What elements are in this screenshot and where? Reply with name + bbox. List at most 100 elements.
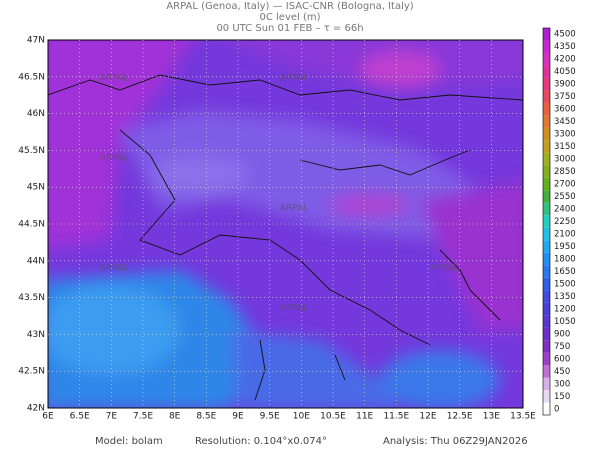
- watermark: ARPAL: [280, 304, 308, 314]
- lat-label: 47N: [27, 36, 45, 46]
- watermark: ARPAL: [280, 204, 308, 214]
- colorbar-swatch: [543, 402, 550, 415]
- lat-label: 44N: [27, 256, 45, 266]
- colorbar-label: 2400: [554, 205, 576, 215]
- lon-label: 13E: [483, 412, 500, 422]
- colorbar-swatch: [543, 177, 550, 191]
- colorbar-label: 4050: [554, 67, 576, 77]
- lat-label: 46N: [27, 109, 45, 119]
- colorbar-swatch: [543, 127, 550, 141]
- header-line: 0C level (m): [259, 12, 320, 23]
- colorbar-label: 4350: [554, 42, 576, 52]
- colorbar-swatch: [543, 65, 550, 78]
- colorbar-swatch: [543, 340, 550, 353]
- colorbar-label: 2100: [554, 229, 576, 239]
- colorbar-swatch: [543, 77, 550, 91]
- colorbar-swatch: [543, 40, 550, 53]
- lat-label: 43.5N: [18, 293, 45, 303]
- colorbar-swatch: [543, 90, 550, 103]
- colorbar-swatch: [543, 315, 550, 328]
- colorbar-swatch: [543, 327, 550, 341]
- colorbar-label: 1200: [554, 304, 576, 314]
- lon-label: 7E: [106, 412, 118, 422]
- watermark: ARPAL: [100, 74, 128, 84]
- lon-label: 10E: [293, 412, 310, 422]
- lat-label: 42N: [27, 404, 45, 414]
- colorbar-label: 2700: [554, 180, 576, 190]
- colorbar-swatch: [543, 140, 550, 153]
- colorbar-swatch: [543, 390, 550, 403]
- map-field: [48, 40, 523, 408]
- colorbar-label: 1800: [554, 254, 576, 264]
- lat-label: 46.5N: [18, 72, 45, 82]
- lon-label: 7.5E: [133, 412, 153, 422]
- lon-label: 11E: [356, 412, 373, 422]
- footer-model: Model: bolam: [95, 436, 163, 447]
- colorbar-label: 3450: [554, 117, 576, 127]
- lon-label: 13.5E: [510, 412, 536, 422]
- colorbar-label: 1950: [554, 242, 576, 252]
- footer-resolution: Resolution: 0.104°x0.074°: [195, 436, 327, 447]
- colorbar-label: 1650: [554, 267, 576, 277]
- lon-label: 12E: [419, 412, 436, 422]
- lon-label: 6E: [42, 412, 54, 422]
- colorbar-label: 1500: [554, 279, 576, 289]
- lon-label: 8.5E: [196, 412, 216, 422]
- colorbar-label: 1050: [554, 317, 576, 327]
- colorbar-swatch: [543, 240, 550, 253]
- colorbar-label: 4500: [554, 30, 576, 40]
- watermark: ARPAL: [100, 154, 128, 164]
- lon-label: 6.5E: [70, 412, 90, 422]
- colorbar-swatch: [543, 227, 550, 241]
- colorbar-label: 2550: [554, 192, 576, 202]
- watermark: ARPAL: [100, 264, 128, 274]
- lat-label: 42.5N: [18, 367, 45, 377]
- lat-label: 45N: [27, 183, 45, 193]
- lat-label: 44.5N: [18, 220, 45, 230]
- footer-analysis: Analysis: Thu 06Z29JAN2026: [383, 436, 528, 447]
- colorbar-label: 150: [554, 392, 570, 402]
- lon-label: 8E: [169, 412, 181, 422]
- colorbar-label: 3000: [554, 155, 576, 165]
- colorbar-label: 0: [554, 404, 559, 414]
- colorbar-swatch: [543, 165, 550, 178]
- colorbar-swatch: [543, 52, 550, 66]
- watermark: ARPAL: [430, 264, 458, 274]
- colorbar-swatch: [543, 352, 550, 366]
- colorbar-label: 3150: [554, 142, 576, 152]
- colorbar-swatch: [543, 252, 550, 266]
- colorbar-swatch: [543, 377, 550, 391]
- header-line: ARPAL (Genoa, Italy) — ISAC-CNR (Bologna…: [166, 1, 413, 12]
- lat-label: 43N: [27, 330, 45, 340]
- colorbar-label: 2850: [554, 167, 576, 177]
- colorbar-label: 3600: [554, 105, 576, 115]
- lon-label: 11.5E: [383, 412, 409, 422]
- lon-label: 9.5E: [260, 412, 280, 422]
- lon-label: 9E: [232, 412, 244, 422]
- colorbar-label: 300: [554, 379, 570, 389]
- colorbar-label: 3300: [554, 130, 576, 140]
- colorbar-label: 750: [554, 342, 570, 352]
- lon-label: 12.5E: [447, 412, 473, 422]
- lat-label: 45.5N: [18, 146, 45, 156]
- colorbar-frame: [542, 27, 551, 416]
- colorbar-swatch: [543, 152, 550, 166]
- colorbar-label: 3900: [554, 80, 576, 90]
- colorbar-label: 4200: [554, 55, 576, 65]
- colorbar-swatch: [543, 102, 550, 116]
- colorbar-label: 900: [554, 329, 570, 339]
- colorbar-swatch: [543, 302, 550, 316]
- lon-label: 10.5E: [320, 412, 346, 422]
- colorbar-swatch: [543, 202, 550, 216]
- watermark: ARPAL: [280, 74, 308, 84]
- colorbar-label: 600: [554, 354, 570, 364]
- header-line: 00 UTC Sun 01 FEB – τ = 66h: [216, 23, 363, 34]
- colorbar-label: 450: [554, 367, 570, 377]
- colorbar-label: 3750: [554, 92, 576, 102]
- colorbar-swatch: [543, 28, 550, 41]
- colorbar-swatch: [543, 115, 550, 128]
- colorbar-label: 2250: [554, 217, 576, 227]
- colorbar-swatch: [543, 365, 550, 378]
- colorbar-swatch: [543, 265, 550, 278]
